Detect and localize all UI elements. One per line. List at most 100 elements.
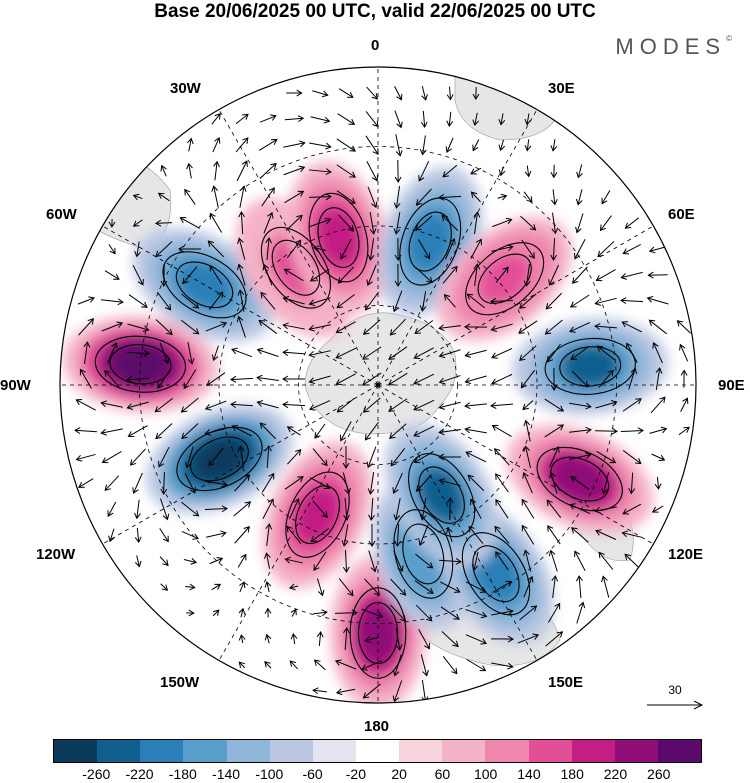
wind-vector-head [635, 398, 642, 405]
wind-vector-head [610, 399, 618, 407]
wind-vector-head [109, 247, 116, 255]
wind-vector [491, 610, 513, 616]
wind-vector-head [601, 197, 608, 205]
wind-vector [519, 345, 537, 361]
wind-vector [183, 369, 197, 389]
wind-vector-head [162, 513, 170, 521]
wind-vector [367, 186, 377, 208]
wind-vector-head [630, 367, 638, 375]
wind-vector-head [388, 353, 395, 360]
wind-vector-head [595, 275, 603, 282]
wind-vector-head [682, 397, 689, 405]
wind-vector [369, 238, 375, 260]
colorbar-tick-label: 220 [603, 766, 628, 782]
wind-vector-head [424, 252, 431, 260]
wind-vector-head [100, 428, 107, 436]
wind-vector [335, 660, 357, 670]
wind-vector-head [553, 446, 560, 453]
wind-vector [652, 505, 664, 513]
wind-vector [524, 550, 532, 572]
wind-vector [282, 403, 306, 407]
wind-vector-head [595, 529, 602, 536]
wind-vector [208, 291, 224, 311]
wind-vector [569, 504, 591, 514]
wind-vector-head [413, 378, 420, 385]
wind-vector-head [162, 357, 170, 365]
wind-vector-head [325, 142, 332, 150]
wind-vector-head [397, 565, 404, 573]
wind-vector [238, 661, 246, 669]
meridian-line [377, 109, 538, 386]
wind-vector-head [259, 422, 267, 429]
contour-line [550, 456, 610, 502]
wind-vector-head [347, 225, 355, 232]
wind-vector [495, 551, 509, 571]
wind-vector [109, 528, 115, 542]
wind-vector [335, 347, 357, 359]
wind-vector [260, 292, 276, 310]
wind-vector [136, 527, 140, 543]
wind-vector [187, 342, 193, 364]
wind-vector-head [621, 530, 629, 538]
wind-vector [491, 323, 513, 331]
meridian-line [377, 225, 654, 386]
wind-vector [601, 190, 611, 204]
wind-vector-head [316, 631, 324, 638]
wind-vector [366, 161, 378, 181]
wind-vector [547, 343, 561, 363]
wind-vector-head [189, 487, 196, 494]
wind-vector [101, 322, 123, 332]
wind-vector-head [392, 487, 399, 494]
wind-vector-head [271, 139, 278, 145]
wind-vector [155, 222, 173, 224]
wind-vector-head [336, 302, 344, 309]
wind-vector-head [472, 144, 479, 152]
wind-vector-head [161, 584, 169, 591]
wind-vector [473, 551, 479, 571]
wind-vector [547, 603, 561, 623]
wind-vector-head [286, 426, 294, 433]
wind-vector-head [389, 329, 397, 336]
wind-vector-head [413, 352, 421, 359]
wind-vector [622, 450, 642, 464]
wind-vector [233, 501, 251, 517]
wind-vector [419, 524, 429, 546]
wind-vector [208, 448, 224, 466]
contour-line [271, 239, 321, 296]
wind-vector-head [104, 484, 111, 492]
wind-vector-head [101, 457, 109, 464]
wind-vector [158, 192, 170, 202]
wind-vector-head [134, 536, 142, 544]
wind-vector [594, 430, 618, 432]
wind-vector-head [236, 263, 244, 271]
wind-vector [235, 113, 249, 125]
wind-vector-head [113, 273, 120, 280]
wind-vector [370, 497, 374, 521]
wind-vector [336, 688, 356, 694]
wind-vector [367, 264, 377, 286]
wind-vector-head [532, 633, 540, 640]
wind-vector-head [576, 575, 583, 582]
wind-vector-head [491, 352, 498, 359]
colorbar-swatch [226, 740, 270, 762]
wind-vector-head [214, 137, 221, 144]
wind-vector [414, 320, 434, 334]
wind-vector-head [647, 271, 654, 279]
wind-vector [258, 139, 278, 151]
wind-vector [552, 189, 556, 205]
wind-vector-head [137, 278, 144, 286]
wind-vector [161, 165, 167, 177]
wind-vector [104, 475, 120, 491]
wind-vector-head [395, 644, 403, 651]
wind-vector-head [207, 240, 215, 247]
wind-vector [337, 397, 355, 413]
wind-vector [365, 291, 379, 311]
wind-vector-head [299, 140, 306, 148]
reference-vector: 30 [645, 683, 705, 713]
wind-vector [600, 215, 612, 231]
wind-vector [548, 264, 560, 286]
brand-text: MODES [615, 34, 727, 59]
wind-vector-head [495, 473, 502, 480]
wind-vector [257, 349, 279, 357]
wind-vector [336, 293, 356, 309]
